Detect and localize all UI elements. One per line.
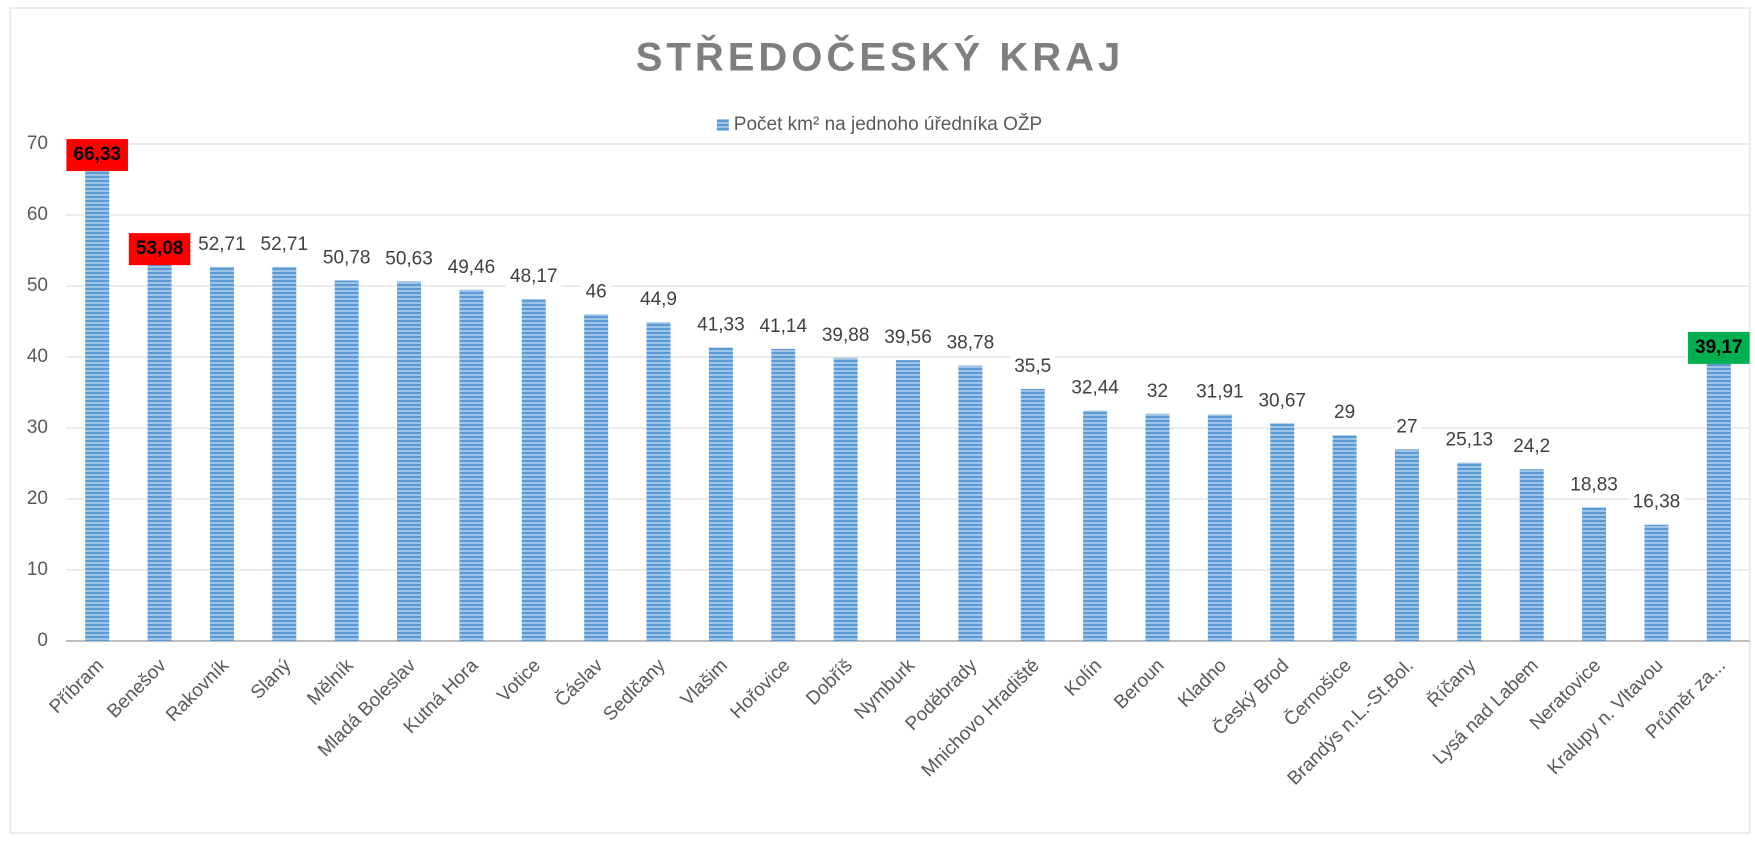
data-label-bg bbox=[506, 264, 562, 289]
y-tick-label: 40 bbox=[27, 346, 48, 367]
y-tick-label: 30 bbox=[27, 417, 48, 438]
y-tick-label: 50 bbox=[27, 275, 48, 296]
y-tick-label: 10 bbox=[27, 559, 48, 580]
data-label: 39,17 bbox=[1695, 337, 1743, 358]
data-label-bg bbox=[1330, 401, 1360, 426]
data-label: 30,67 bbox=[1258, 390, 1306, 411]
bar bbox=[1457, 462, 1482, 641]
data-label-bg bbox=[1628, 490, 1685, 515]
bar bbox=[833, 357, 858, 641]
chart-border bbox=[9, 7, 1751, 834]
data-label-bg bbox=[1192, 380, 1248, 405]
bar bbox=[1706, 362, 1731, 641]
bar bbox=[459, 289, 484, 641]
data-label-bg bbox=[1067, 376, 1123, 401]
data-label-bg bbox=[880, 326, 936, 351]
data-label: 32 bbox=[1147, 381, 1168, 402]
bar bbox=[272, 266, 297, 641]
bar bbox=[584, 314, 609, 641]
bar bbox=[209, 266, 234, 641]
bar bbox=[771, 348, 796, 641]
data-label: 39,88 bbox=[822, 325, 870, 346]
data-label: 39,56 bbox=[884, 327, 932, 348]
bar bbox=[147, 264, 172, 641]
bar bbox=[1145, 413, 1170, 641]
data-label-bg bbox=[581, 280, 611, 305]
y-tick-label: 70 bbox=[27, 133, 48, 154]
bar bbox=[334, 280, 359, 641]
bar bbox=[1270, 423, 1295, 641]
data-label-bg bbox=[1254, 389, 1310, 414]
bar bbox=[521, 298, 546, 641]
bar bbox=[1394, 449, 1419, 641]
data-label: 52,71 bbox=[261, 234, 309, 255]
data-label-bg bbox=[693, 313, 749, 338]
bar bbox=[646, 322, 671, 641]
data-label-bg bbox=[942, 331, 999, 356]
data-label: 41,14 bbox=[759, 316, 807, 337]
data-label: 66,33 bbox=[73, 144, 121, 165]
data-label: 29 bbox=[1334, 402, 1355, 423]
data-label: 38,78 bbox=[947, 333, 995, 354]
data-label: 49,46 bbox=[448, 257, 496, 278]
data-label: 41,33 bbox=[697, 315, 745, 336]
data-label-box bbox=[128, 233, 191, 266]
y-tick-label: 0 bbox=[37, 630, 48, 651]
bar bbox=[1332, 435, 1357, 641]
bar bbox=[1519, 469, 1544, 641]
bar bbox=[397, 281, 422, 641]
bar bbox=[1644, 524, 1669, 641]
legend-label: Počet km² na jednoho úředníka OŽP bbox=[734, 113, 1042, 135]
data-label-bg bbox=[1010, 354, 1056, 379]
data-label: 50,78 bbox=[323, 247, 371, 268]
data-label: 50,63 bbox=[385, 249, 433, 270]
bar bbox=[896, 360, 920, 641]
data-label-bg bbox=[1142, 379, 1173, 404]
data-label-bg bbox=[194, 232, 250, 257]
data-label: 52,71 bbox=[198, 234, 246, 255]
data-label: 16,38 bbox=[1633, 492, 1681, 513]
bar bbox=[1020, 388, 1045, 641]
data-label: 31,91 bbox=[1196, 381, 1244, 402]
data-label-bg bbox=[443, 255, 500, 280]
data-label: 46 bbox=[586, 281, 607, 302]
data-label-bg bbox=[1509, 435, 1555, 460]
data-label: 35,5 bbox=[1014, 356, 1051, 377]
legend-key bbox=[716, 119, 729, 131]
data-label-bg bbox=[755, 314, 812, 339]
data-label-box bbox=[66, 139, 128, 172]
data-label-bg bbox=[381, 247, 437, 272]
bar bbox=[708, 347, 733, 641]
data-label: 24,2 bbox=[1513, 436, 1550, 457]
data-label-bg bbox=[318, 246, 375, 271]
data-label-bg bbox=[817, 323, 874, 348]
data-label-bg bbox=[1392, 415, 1422, 440]
data-label: 48,17 bbox=[510, 266, 558, 287]
data-label: 44,9 bbox=[640, 289, 677, 310]
bar bbox=[1083, 410, 1108, 641]
bar bbox=[1582, 507, 1607, 641]
bar bbox=[1207, 414, 1232, 641]
data-label-bg bbox=[1566, 473, 1622, 498]
data-label: 25,13 bbox=[1446, 430, 1494, 451]
data-label: 18,83 bbox=[1570, 474, 1618, 495]
data-label-bg bbox=[636, 288, 682, 313]
data-label: 27 bbox=[1396, 416, 1417, 437]
y-tick-label: 20 bbox=[27, 488, 48, 509]
y-tick-label: 60 bbox=[27, 204, 48, 225]
bar bbox=[85, 170, 110, 641]
data-label: 53,08 bbox=[136, 238, 184, 259]
data-label-box bbox=[1688, 331, 1750, 364]
data-label: 32,44 bbox=[1071, 378, 1119, 399]
bar bbox=[958, 365, 983, 641]
data-label-bg bbox=[256, 232, 313, 257]
data-label-bg bbox=[1441, 428, 1498, 453]
chart-title: STŘEDOČESKÝ KRAJ bbox=[636, 34, 1125, 80]
